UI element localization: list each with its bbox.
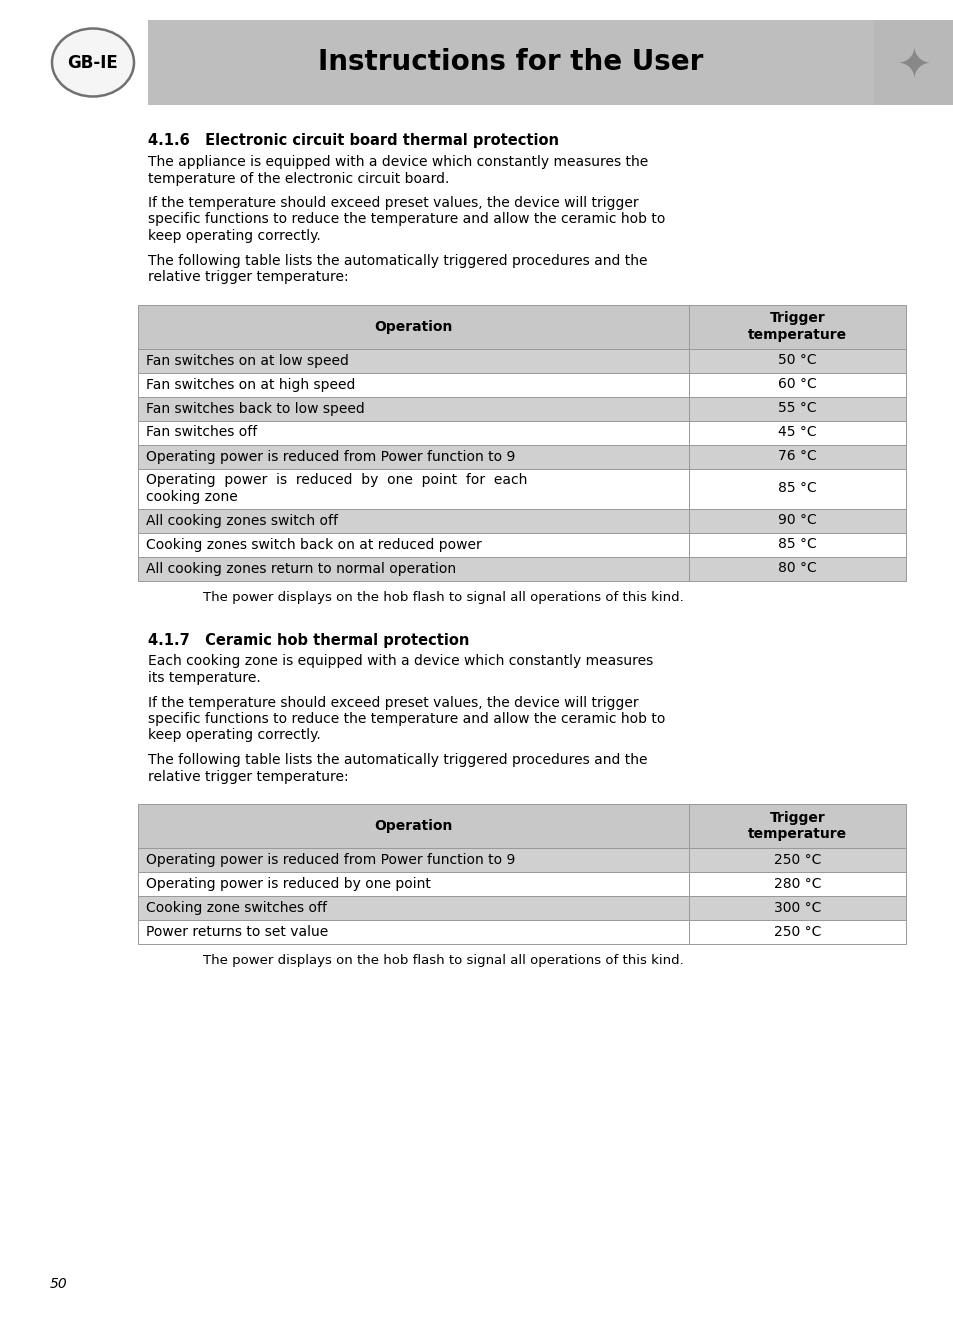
Bar (138, 445, 689, 469)
Ellipse shape (52, 28, 133, 96)
Bar (138, 804, 689, 848)
Bar (689, 305, 905, 349)
Text: 280 °C: 280 °C (773, 876, 821, 891)
Text: relative trigger temperature:: relative trigger temperature: (148, 270, 348, 285)
Bar (138, 509, 689, 533)
Bar (689, 349, 905, 373)
Text: its temperature.: its temperature. (148, 671, 260, 685)
Text: 50: 50 (50, 1277, 68, 1291)
Text: Operating power is reduced by one point: Operating power is reduced by one point (146, 876, 431, 891)
Text: 90 °C: 90 °C (778, 513, 816, 528)
Bar (689, 373, 905, 397)
Bar (138, 373, 689, 397)
Text: All cooking zones return to normal operation: All cooking zones return to normal opera… (146, 561, 456, 576)
Text: 85 °C: 85 °C (778, 481, 816, 496)
Text: The following table lists the automatically triggered procedures and the: The following table lists the automatica… (148, 754, 647, 767)
Text: 76 °C: 76 °C (778, 449, 816, 464)
Text: Operating power is reduced from Power function to 9: Operating power is reduced from Power fu… (146, 852, 515, 867)
Text: relative trigger temperature:: relative trigger temperature: (148, 770, 348, 783)
Text: Operating  power  is  reduced  by  one  point  for  each
cooking zone: Operating power is reduced by one point … (146, 473, 527, 504)
Text: Instructions for the User: Instructions for the User (318, 48, 703, 76)
Text: 55 °C: 55 °C (778, 402, 816, 415)
Text: specific functions to reduce the temperature and allow the ceramic hob to: specific functions to reduce the tempera… (148, 212, 664, 227)
Bar (689, 445, 905, 469)
Text: ✦: ✦ (896, 45, 930, 87)
Text: 85 °C: 85 °C (778, 537, 816, 552)
Bar (138, 533, 689, 557)
Text: 4.1.6   Electronic circuit board thermal protection: 4.1.6 Electronic circuit board thermal p… (148, 134, 558, 148)
Text: Power returns to set value: Power returns to set value (146, 925, 328, 939)
Text: temperature of the electronic circuit board.: temperature of the electronic circuit bo… (148, 171, 449, 186)
Text: If the temperature should exceed preset values, the device will trigger: If the temperature should exceed preset … (148, 696, 638, 709)
Text: The power displays on the hob flash to signal all operations of this kind.: The power displays on the hob flash to s… (203, 591, 683, 604)
Bar (689, 469, 905, 509)
Bar (138, 469, 689, 509)
Text: 80 °C: 80 °C (778, 561, 816, 576)
Text: Fan switches on at high speed: Fan switches on at high speed (146, 378, 355, 391)
Text: 250 °C: 250 °C (773, 925, 821, 939)
Text: Operation: Operation (375, 319, 453, 334)
Bar (689, 921, 905, 945)
Text: keep operating correctly.: keep operating correctly. (148, 728, 320, 743)
Text: specific functions to reduce the temperature and allow the ceramic hob to: specific functions to reduce the tempera… (148, 712, 664, 725)
Bar (689, 397, 905, 421)
Text: Cooking zones switch back on at reduced power: Cooking zones switch back on at reduced … (146, 537, 481, 552)
Text: 250 °C: 250 °C (773, 852, 821, 867)
Text: The appliance is equipped with a device which constantly measures the: The appliance is equipped with a device … (148, 155, 648, 168)
Text: The following table lists the automatically triggered procedures and the: The following table lists the automatica… (148, 254, 647, 267)
Text: keep operating correctly.: keep operating correctly. (148, 228, 320, 243)
Bar (689, 848, 905, 872)
Bar (689, 421, 905, 445)
Bar (138, 557, 689, 581)
Bar (138, 872, 689, 896)
Bar (138, 397, 689, 421)
Bar (689, 533, 905, 557)
Text: Fan switches back to low speed: Fan switches back to low speed (146, 402, 364, 415)
Bar (689, 896, 905, 921)
Text: Each cooking zone is equipped with a device which constantly measures: Each cooking zone is equipped with a dev… (148, 655, 653, 668)
Bar (138, 421, 689, 445)
Text: Trigger
temperature: Trigger temperature (747, 311, 846, 342)
Text: Trigger
temperature: Trigger temperature (747, 811, 846, 842)
Text: 300 °C: 300 °C (773, 900, 821, 915)
Text: If the temperature should exceed preset values, the device will trigger: If the temperature should exceed preset … (148, 196, 638, 210)
Bar (138, 848, 689, 872)
Text: 60 °C: 60 °C (778, 378, 816, 391)
Text: The power displays on the hob flash to signal all operations of this kind.: The power displays on the hob flash to s… (203, 954, 683, 967)
Bar (873, 20, 953, 106)
Bar (138, 349, 689, 373)
Bar (148, 20, 873, 106)
Bar (138, 305, 689, 349)
Text: Fan switches on at low speed: Fan switches on at low speed (146, 354, 349, 367)
Text: Fan switches off: Fan switches off (146, 425, 257, 440)
Text: 45 °C: 45 °C (778, 425, 816, 440)
Bar (689, 804, 905, 848)
Bar (138, 921, 689, 945)
Text: GB-IE: GB-IE (68, 53, 118, 72)
Text: Operation: Operation (375, 819, 453, 834)
Text: Operating power is reduced from Power function to 9: Operating power is reduced from Power fu… (146, 449, 515, 464)
Text: Cooking zone switches off: Cooking zone switches off (146, 900, 327, 915)
Bar (689, 509, 905, 533)
Bar (138, 896, 689, 921)
Text: 4.1.7   Ceramic hob thermal protection: 4.1.7 Ceramic hob thermal protection (148, 632, 469, 648)
Text: 50 °C: 50 °C (778, 354, 816, 367)
Bar (689, 557, 905, 581)
Text: All cooking zones switch off: All cooking zones switch off (146, 513, 337, 528)
Bar (689, 872, 905, 896)
